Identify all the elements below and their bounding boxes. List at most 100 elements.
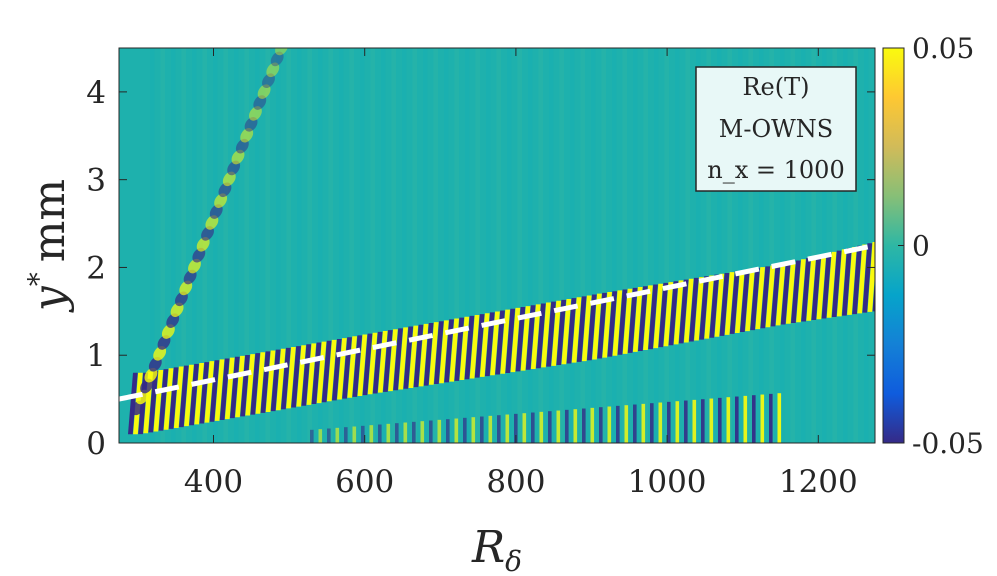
y-axis-label: y* mm [22, 179, 75, 313]
wave-stripe [617, 289, 628, 355]
wave-stripe [801, 258, 811, 322]
background-stripe [549, 48, 554, 443]
wave-stripe [714, 273, 725, 337]
wave-stripe [500, 309, 510, 374]
wave-stripe [740, 269, 750, 333]
y-tick-label: 1 [86, 338, 106, 374]
wave-stripe [852, 245, 862, 315]
x-tick-label: 1000 [628, 464, 707, 500]
near-wall-stripe [429, 420, 433, 443]
wave-stripe [209, 360, 220, 422]
background-stripe [475, 48, 480, 443]
near-wall-stripe [709, 398, 714, 443]
background-stripe [171, 48, 176, 443]
near-wall-stripe [522, 413, 527, 443]
background-stripe [160, 48, 165, 443]
background-stripe [738, 48, 743, 443]
near-wall-stripe [701, 399, 705, 443]
background-stripe [559, 48, 564, 443]
wave-stripe [796, 259, 806, 323]
wave-stripe [485, 312, 495, 377]
legend-line-2: M-OWNS [719, 115, 833, 143]
near-wall-stripe [650, 403, 654, 443]
wave-stripe [469, 314, 480, 379]
wave-stripe [785, 261, 796, 324]
background-stripe [444, 48, 449, 443]
legend-line-1: Re(T) [742, 73, 809, 101]
oblique-blob [244, 117, 258, 132]
background-stripe [685, 48, 690, 443]
wave-stripe [627, 287, 638, 353]
wave-stripe [173, 366, 184, 428]
wave-stripe [566, 298, 577, 364]
wave-stripe [857, 244, 867, 314]
wave-stripe [576, 296, 587, 362]
oblique-blob [205, 215, 219, 230]
oblique-blob [196, 237, 210, 252]
wave-stripe [281, 347, 291, 410]
wave-stripe [872, 277, 875, 312]
legend-line-3: n_x = 1000 [707, 156, 844, 184]
background-stripe [517, 48, 522, 443]
x-axis-ticks: 400 600 800 1000 1200 [184, 48, 858, 500]
near-wall-stripe [395, 423, 399, 443]
near-wall-stripe [735, 396, 739, 443]
background-stripe [538, 48, 543, 443]
wave-stripe [587, 294, 597, 361]
wave-stripe [760, 266, 771, 329]
wave-stripe [806, 256, 816, 321]
background-stripe [654, 48, 659, 443]
background-stripe [696, 48, 701, 443]
background-stripe [286, 48, 291, 443]
oblique-blob [240, 127, 254, 143]
oblique-blob [179, 280, 193, 296]
wave-stripe [179, 365, 189, 428]
wave-stripe [842, 248, 852, 316]
near-wall-stripe [335, 427, 340, 443]
wave-stripe [826, 251, 837, 318]
wave-stripe [653, 283, 663, 349]
y-axis-label-unit: mm [24, 179, 75, 262]
background-stripe [853, 48, 858, 443]
oblique-blob [131, 400, 145, 416]
wave-stripe [449, 318, 459, 382]
background-stripe [496, 48, 501, 443]
near-wall-stripe [590, 407, 595, 443]
background-stripe [423, 48, 428, 443]
wave-stripe [326, 339, 337, 402]
wave-stripe [418, 323, 429, 387]
wave-stripe [362, 333, 373, 396]
y-tick-label: 0 [86, 426, 106, 462]
colorbar-tick-label: 0.05 [912, 32, 974, 65]
near-wall-stripe [361, 425, 365, 443]
background-stripe [192, 48, 197, 443]
oblique-blob [161, 324, 175, 339]
wave-stripe [765, 265, 776, 328]
background-stripe [832, 48, 837, 443]
x-axis-label-sub: δ [505, 545, 522, 576]
near-wall-stripe [624, 405, 629, 443]
background-stripe [150, 48, 155, 443]
near-wall-stripe [412, 421, 416, 443]
near-wall-stripe [505, 414, 510, 443]
oblique-blob [140, 378, 154, 394]
wave-stripe [423, 322, 434, 386]
near-wall-stripe [539, 411, 544, 443]
oblique-blob [218, 182, 232, 198]
wave-stripe [750, 267, 760, 331]
background-stripe [181, 48, 186, 443]
oblique-blob [275, 48, 288, 56]
x-tick-label: 800 [486, 464, 545, 500]
wave-stripe [495, 310, 505, 375]
wave-stripe [663, 282, 674, 347]
wave-stripe [525, 305, 536, 370]
wave-stripe [689, 277, 699, 342]
oblique-blob [262, 73, 275, 88]
wave-stripe [622, 288, 633, 354]
near-wall-stripe [718, 397, 722, 443]
legend-box: Re(T) M-OWNS n_x = 1000 [695, 66, 857, 192]
near-wall-stripe [531, 412, 535, 443]
wave-stripe [199, 362, 210, 424]
background-stripe [234, 48, 239, 443]
near-wall-stripe [607, 406, 612, 443]
